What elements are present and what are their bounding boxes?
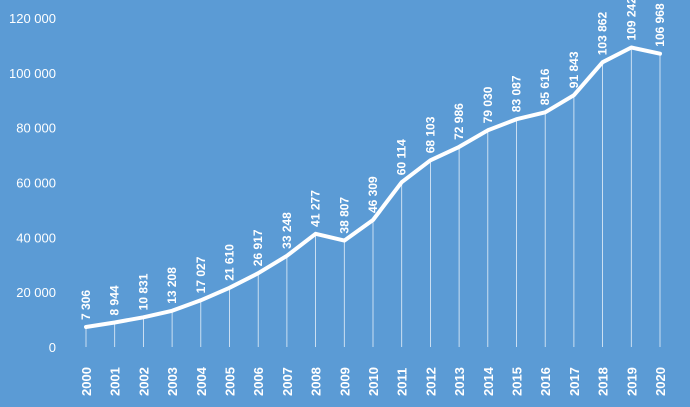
x-tick-label: 2017	[567, 367, 582, 396]
x-tick-label: 2010	[366, 367, 381, 396]
y-tick-label: 60 000	[16, 176, 56, 191]
data-label: 109 242	[624, 0, 638, 40]
x-tick-label: 2002	[136, 367, 151, 396]
x-tick-label: 2001	[108, 367, 123, 396]
data-label: 91 843	[567, 51, 581, 88]
x-tick-label: 2007	[280, 367, 295, 396]
x-tick-label: 2012	[423, 367, 438, 396]
y-tick-label: 80 000	[16, 121, 56, 136]
data-label: 8 944	[108, 285, 122, 315]
data-label: 17 027	[194, 256, 208, 293]
x-tick-label: 2013	[452, 367, 467, 396]
x-tick-label: 2004	[194, 366, 209, 396]
x-tick-label: 2011	[395, 368, 410, 396]
y-tick-label: 20 000	[16, 285, 56, 300]
x-tick-label: 2005	[223, 367, 238, 396]
data-label: 68 103	[423, 116, 437, 153]
x-tick-label: 2014	[481, 366, 496, 396]
y-tick-label: 0	[49, 340, 56, 355]
x-tick-label: 2008	[309, 367, 324, 396]
data-label: 46 309	[366, 176, 380, 213]
data-label: 21 610	[223, 244, 237, 281]
data-label: 10 831	[136, 273, 150, 310]
data-label: 85 616	[538, 68, 552, 105]
x-tick-label: 2015	[510, 367, 525, 396]
y-tick-label: 120 000	[9, 11, 56, 26]
data-label: 60 114	[395, 139, 409, 175]
x-tick-label: 2019	[624, 367, 639, 396]
x-tick-label: 2009	[337, 367, 352, 396]
data-label: 79 030	[481, 86, 495, 123]
data-label: 106 968	[653, 3, 667, 47]
x-tick-label: 2016	[538, 367, 553, 396]
data-label: 26 917	[251, 229, 265, 266]
data-label: 33 248	[280, 212, 294, 249]
data-label: 83 087	[510, 75, 524, 112]
data-label: 13 208	[165, 267, 179, 304]
x-tick-label: 2018	[596, 367, 611, 396]
data-label: 72 986	[452, 103, 466, 140]
y-tick-label: 40 000	[16, 230, 56, 245]
data-label: 41 277	[309, 190, 323, 227]
x-tick-label: 2020	[653, 367, 668, 396]
x-tick-label: 2006	[251, 367, 266, 396]
x-tick-label: 2000	[79, 367, 94, 396]
data-label: 7 306	[79, 290, 93, 320]
series-line	[84, 45, 662, 329]
data-label: 38 807	[337, 197, 351, 234]
y-tick-label: 100 000	[9, 66, 56, 81]
data-label: 103 862	[596, 12, 610, 56]
x-tick-label: 2003	[165, 367, 180, 396]
